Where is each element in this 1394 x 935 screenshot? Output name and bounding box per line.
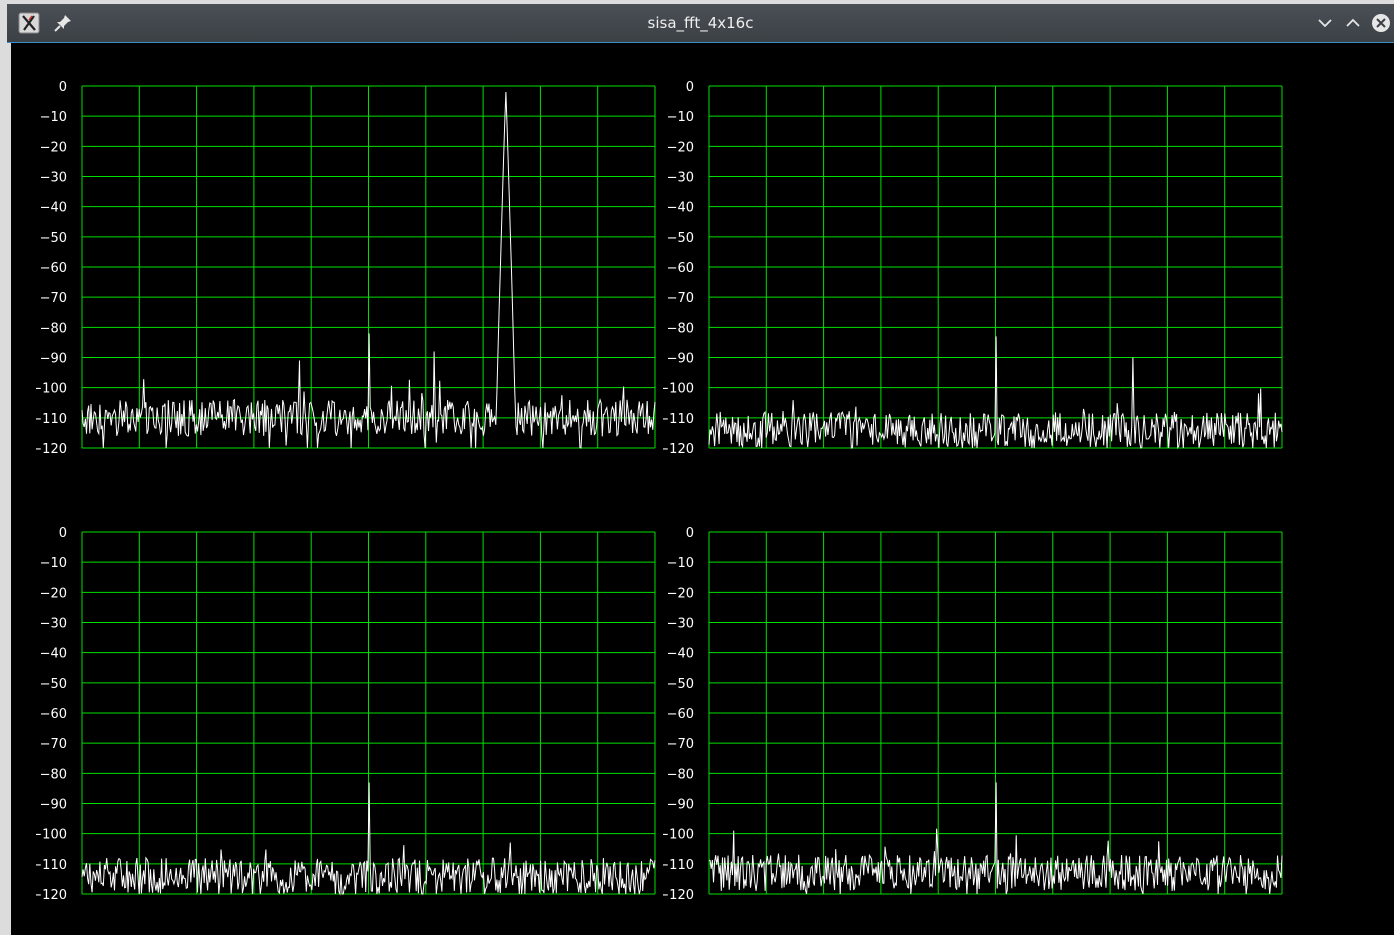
y-tick-label: −50 <box>667 677 694 692</box>
y-tick-label: −80 <box>667 321 694 336</box>
close-icon[interactable] <box>1371 13 1391 33</box>
y-tick-label: −110 <box>663 858 694 873</box>
y-tick-label: −100 <box>36 828 67 843</box>
y-tick-label: −40 <box>40 201 67 216</box>
window-title: sisa_fft_4x16c <box>647 14 754 32</box>
y-tick-label: −20 <box>40 140 67 155</box>
y-tick-label: −110 <box>36 858 67 873</box>
y-tick-label: −70 <box>40 737 67 752</box>
spectrum-trace <box>81 91 656 449</box>
y-tick-label: −10 <box>40 110 67 125</box>
y-tick-label: −60 <box>40 261 67 276</box>
y-tick-label: −120 <box>36 888 67 903</box>
y-tick-label: −110 <box>36 412 67 427</box>
y-tick-label: −90 <box>40 798 67 813</box>
fft-plot-top-left: 0 −10 −20 −30 −40 −50 −60 −70 −80 −90 −100 −110 −120 <box>36 80 656 457</box>
spectrum-trace <box>708 336 1283 450</box>
y-tick-label: 0 <box>686 80 694 95</box>
y-tick-label: −70 <box>40 291 67 306</box>
y-tick-label: 0 <box>59 80 67 95</box>
y-tick-label: −120 <box>663 888 694 903</box>
y-tick-label: −30 <box>667 617 694 632</box>
fft-plot-bottom-right: 0 −10 −20 −30 −40 −50 −60 −70 −80 −90 −100 −110 −120 <box>663 526 1283 903</box>
pin-icon[interactable] <box>53 13 73 33</box>
fft-plot-bottom-left: 0 −10 −20 −30 −40 −50 −60 −70 −80 −90 −100 −110 −120 <box>36 526 656 903</box>
y-tick-label: −120 <box>663 442 694 457</box>
y-tick-label: −100 <box>663 382 694 397</box>
y-tick-label: −40 <box>40 647 67 662</box>
y-tick-label: −70 <box>667 737 694 752</box>
y-tick-label: 0 <box>59 526 67 541</box>
y-tick-label: −60 <box>667 261 694 276</box>
window-titlebar[interactable]: sisa_fft_4x16c <box>7 4 1394 43</box>
y-tick-label: −100 <box>663 828 694 843</box>
y-tick-label: −20 <box>667 586 694 601</box>
y-tick-label: −80 <box>40 767 67 782</box>
spectrum-trace <box>708 782 1283 895</box>
y-tick-label: −30 <box>40 617 67 632</box>
spectrum-trace <box>81 782 656 896</box>
y-tick-label: −60 <box>40 707 67 722</box>
y-tick-label: −40 <box>667 647 694 662</box>
y-tick-label: −30 <box>667 171 694 186</box>
y-tick-label: −100 <box>36 382 67 397</box>
y-tick-label: −110 <box>663 412 694 427</box>
y-tick-label: −80 <box>667 767 694 782</box>
y-tick-label: −80 <box>40 321 67 336</box>
y-tick-label: −30 <box>40 171 67 186</box>
x-app-icon[interactable] <box>18 12 40 34</box>
y-tick-label: −70 <box>667 291 694 306</box>
y-tick-label: −50 <box>40 677 67 692</box>
y-tick-label: −20 <box>667 140 694 155</box>
y-tick-label: −90 <box>40 352 67 367</box>
scope-canvas: 0 −10 −20 −30 −40 −50 −60 −70 −80 −90 −100 −110 −120… <box>11 43 1394 935</box>
y-tick-label: −90 <box>667 352 694 367</box>
y-tick-label: −10 <box>667 110 694 125</box>
chevron-down-icon[interactable] <box>1315 13 1335 33</box>
y-tick-label: −40 <box>667 201 694 216</box>
y-tick-label: −50 <box>40 231 67 246</box>
y-tick-label: −120 <box>36 442 67 457</box>
fft-plot-top-right: 0 −10 −20 −30 −40 −50 −60 −70 −80 −90 −100 −110 −120 <box>663 80 1283 457</box>
y-tick-label: −90 <box>667 798 694 813</box>
y-tick-label: −60 <box>667 707 694 722</box>
y-tick-label: 0 <box>686 526 694 541</box>
y-tick-label: −10 <box>40 556 67 571</box>
y-tick-label: −50 <box>667 231 694 246</box>
y-tick-label: −20 <box>40 586 67 601</box>
chevron-up-icon[interactable] <box>1343 13 1363 33</box>
y-tick-label: −10 <box>667 556 694 571</box>
